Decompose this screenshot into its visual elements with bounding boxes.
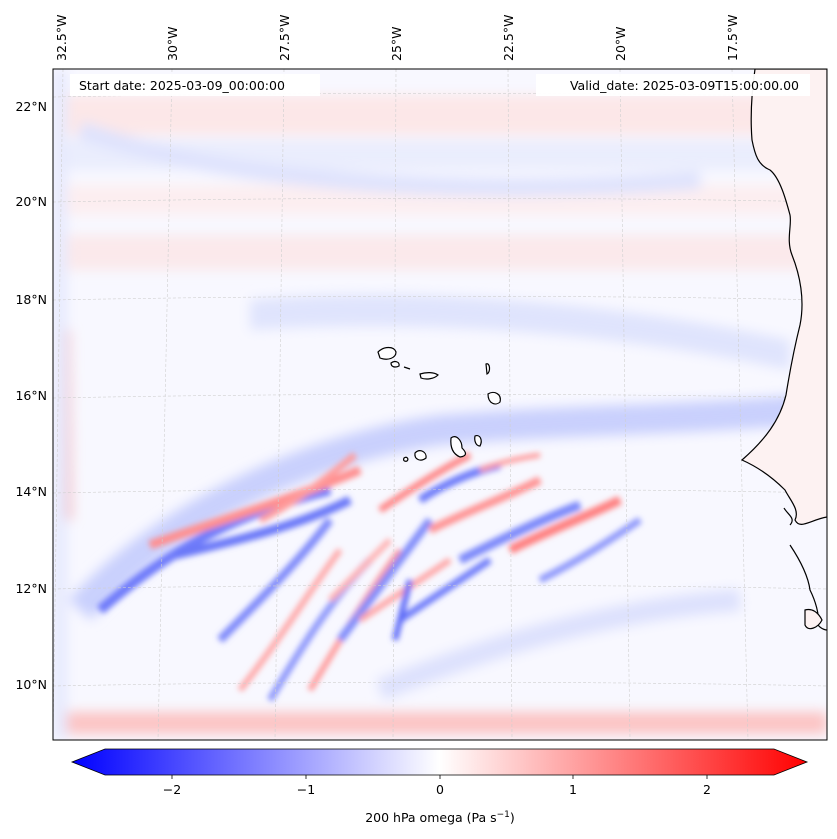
lat-label: 16°N <box>15 388 47 403</box>
colorbar-tick: 2 <box>703 782 711 797</box>
lat-label: 22°N <box>15 99 47 114</box>
colorbar: −2 −1 0 1 2 200 hPa omega (Pa s−1) <box>70 748 809 825</box>
start-date-label: Start date: 2025-03-09_00:00:00 <box>79 78 285 93</box>
coastline <box>740 69 827 631</box>
longitude-labels: 32.5°W 30°W 27.5°W 25°W 22.5°W 20°W 17.5… <box>54 15 740 61</box>
lat-label: 20°N <box>15 194 47 209</box>
colorbar-tick: 1 <box>569 782 577 797</box>
islands <box>377 346 501 462</box>
colorbar-tick: 0 <box>436 782 444 797</box>
lon-label: 27.5°W <box>277 15 292 61</box>
lat-label: 14°N <box>15 484 47 499</box>
lon-label: 17.5°W <box>725 15 740 61</box>
colorbar-label: 200 hPa omega (Pa s−1) <box>365 810 515 825</box>
lat-label: 12°N <box>15 581 47 596</box>
lat-label: 18°N <box>15 292 47 307</box>
lon-label: 22.5°W <box>501 15 516 61</box>
latitude-labels: 22°N 20°N 18°N 16°N 14°N 12°N 10°N <box>15 99 47 692</box>
graticule <box>53 69 827 740</box>
lon-label: 20°W <box>613 26 628 61</box>
omega-field <box>53 69 827 740</box>
lon-label: 32.5°W <box>54 15 69 61</box>
lat-label: 10°N <box>15 677 47 692</box>
lon-label: 25°W <box>389 26 404 61</box>
colorbar-tick: −2 <box>163 782 181 797</box>
map-frame <box>52 68 828 741</box>
colorbar-tick: −1 <box>297 782 315 797</box>
lon-label: 30°W <box>165 26 180 61</box>
valid-date-label: Valid_date: 2025-03-09T15:00:00.00 <box>570 78 799 93</box>
colorbar-body <box>70 748 809 776</box>
